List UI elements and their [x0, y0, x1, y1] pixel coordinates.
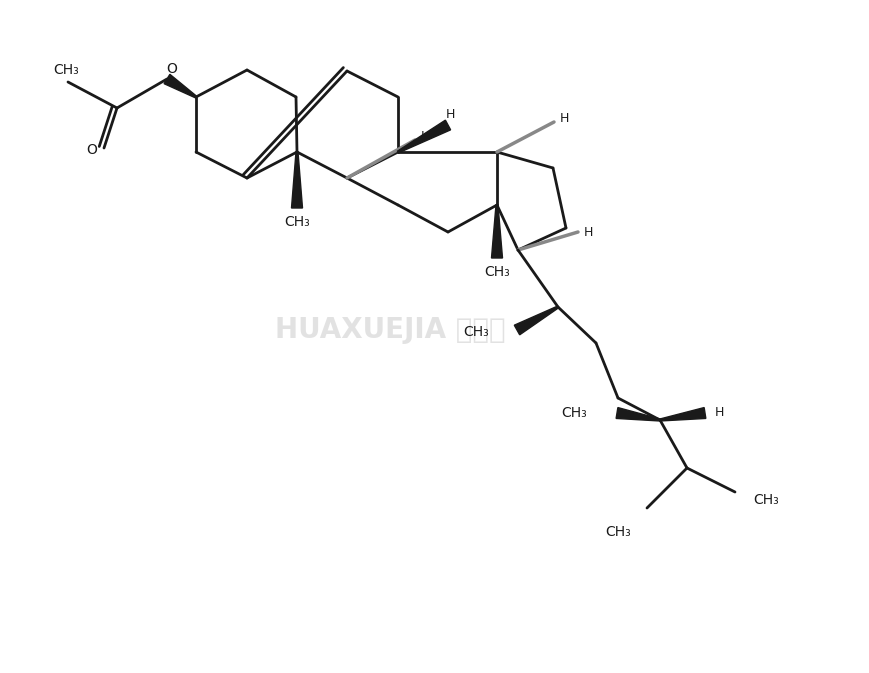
Text: HUAXUEJIA 化学加: HUAXUEJIA 化学加	[275, 316, 505, 344]
Text: H: H	[560, 112, 568, 125]
Polygon shape	[492, 205, 502, 258]
Text: H: H	[445, 108, 454, 120]
Text: H: H	[583, 225, 593, 238]
Polygon shape	[514, 306, 559, 334]
Text: CH₃: CH₃	[605, 525, 631, 539]
Text: CH₃: CH₃	[561, 406, 587, 420]
Text: CH₃: CH₃	[484, 265, 510, 279]
Text: O: O	[87, 143, 97, 157]
Text: CH₃: CH₃	[53, 63, 79, 77]
Text: CH₃: CH₃	[463, 325, 489, 339]
Text: H: H	[421, 129, 429, 143]
Text: CH₃: CH₃	[284, 215, 310, 229]
Polygon shape	[616, 408, 660, 421]
Polygon shape	[397, 120, 451, 153]
Polygon shape	[660, 408, 706, 421]
Text: O: O	[167, 62, 177, 76]
Text: CH₃: CH₃	[753, 493, 779, 507]
Polygon shape	[164, 74, 196, 98]
Polygon shape	[291, 152, 302, 208]
Text: H: H	[715, 406, 725, 419]
